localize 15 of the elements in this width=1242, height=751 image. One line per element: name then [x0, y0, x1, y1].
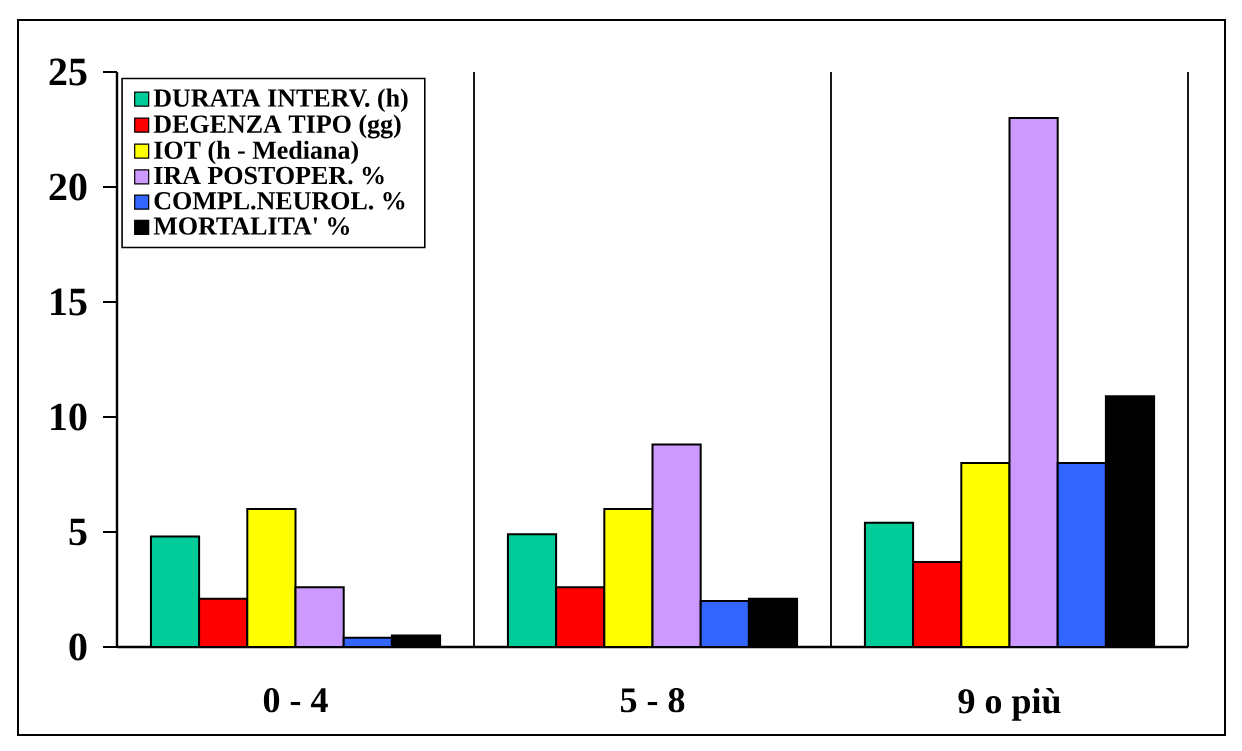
y-tick-label: 25: [49, 58, 87, 86]
x-tick-label: 5 - 8: [620, 688, 685, 713]
y-tick-label: 10: [51, 403, 87, 431]
legend-label: IOT (h - Mediana): [154, 140, 358, 165]
x-tick-label: 0 - 4: [263, 688, 328, 713]
legend-label: COMPL.NEUROL. %: [154, 191, 405, 210]
legend-label: IRA POSTOPER. %: [154, 166, 384, 185]
x-tick-label: 9 o più: [958, 688, 1061, 721]
y-tick-label: 0: [69, 633, 87, 661]
legend-label: DURATA INTERV. (h): [153, 88, 408, 113]
y-tick-label: 15: [51, 288, 87, 316]
legend-label: DEGENZA TIPO (gg): [153, 114, 401, 139]
y-tick-label: 5: [69, 518, 87, 546]
legend-label: MORTALITA' %: [153, 217, 350, 235]
y-tick-label: 20: [49, 173, 87, 201]
